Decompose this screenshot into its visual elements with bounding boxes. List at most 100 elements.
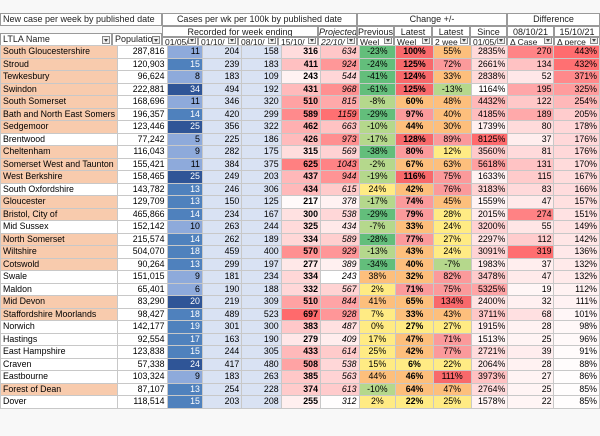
diff-cases-cell[interactable]: 83 <box>507 182 555 196</box>
ltla-name-cell[interactable]: Norwich <box>0 320 118 334</box>
w2-cell[interactable]: 225 <box>201 132 243 146</box>
w4-cell[interactable]: 697 <box>280 307 321 321</box>
projected-cell[interactable]: 378 <box>319 195 360 209</box>
since-cell[interactable]: 5618% <box>470 157 509 171</box>
since-cell[interactable]: 1164% <box>470 82 509 96</box>
latest-change-cell[interactable]: 60% <box>395 95 434 109</box>
diff-percent-cell[interactable]: 176% <box>553 132 600 146</box>
diff-percent-cell[interactable]: 176% <box>553 145 600 159</box>
w1-cell[interactable]: 5 <box>166 132 203 146</box>
projected-cell[interactable]: 487 <box>319 320 360 334</box>
diff-cases-cell[interactable]: 319 <box>507 245 555 259</box>
w2-cell[interactable]: 234 <box>201 207 243 221</box>
population-cell[interactable]: 116,043 <box>116 145 168 159</box>
w2-cell[interactable]: 249 <box>201 170 243 184</box>
ltla-name-cell[interactable]: West Berkshire <box>0 170 118 184</box>
diff-percent-cell[interactable]: 86% <box>553 370 600 384</box>
latest2-change-cell[interactable]: 22% <box>432 357 472 371</box>
w4-cell[interactable]: 334 <box>280 270 321 284</box>
w1-cell[interactable]: 13 <box>166 182 203 196</box>
w4-cell[interactable]: 277 <box>280 257 321 271</box>
latest2-change-cell[interactable]: 30% <box>432 120 472 134</box>
latest2-change-cell[interactable]: 76% <box>432 182 472 196</box>
latest-change-cell[interactable]: 44% <box>395 120 434 134</box>
diff-percent-cell[interactable]: 371% <box>553 70 600 84</box>
latest2-change-cell[interactable]: 63% <box>432 157 472 171</box>
w1-cell[interactable]: 24 <box>166 357 203 371</box>
w1-cell[interactable]: 14 <box>166 232 203 246</box>
latest-change-cell[interactable]: 43% <box>395 245 434 259</box>
diff-percent-cell[interactable]: 151% <box>553 207 600 221</box>
filter-dropdown-icon[interactable] <box>152 36 160 44</box>
w4-cell[interactable]: 334 <box>280 232 321 246</box>
w2-cell[interactable]: 346 <box>201 95 243 109</box>
w2-cell[interactable]: 239 <box>201 57 243 71</box>
projected-cell[interactable]: 929 <box>319 245 360 259</box>
diff-cases-cell[interactable]: 28 <box>507 357 555 371</box>
previous-change-cell[interactable]: -10% <box>358 120 397 134</box>
diff-cases-cell[interactable]: 47 <box>507 270 555 284</box>
projected-cell[interactable]: 944 <box>319 170 360 184</box>
w3-cell[interactable]: 322 <box>241 120 282 134</box>
projected-cell[interactable]: 973 <box>319 132 360 146</box>
previous-change-cell[interactable]: 15% <box>358 357 397 371</box>
latest2-change-cell[interactable]: 75% <box>432 282 472 296</box>
previous-change-cell[interactable]: 41% <box>358 295 397 309</box>
w3-cell[interactable]: 175 <box>241 145 282 159</box>
diff-cases-cell[interactable]: 122 <box>507 95 555 109</box>
w3-cell[interactable]: 305 <box>241 345 282 359</box>
ltla-name-cell[interactable]: Bath and North East Somers <box>0 107 118 121</box>
ltla-name-cell[interactable]: South Somerset <box>0 95 118 109</box>
diff-cases-cell[interactable]: 115 <box>507 170 555 184</box>
previous-change-cell[interactable]: -38% <box>358 145 397 159</box>
diff-percent-cell[interactable]: 432% <box>553 57 600 71</box>
latest-change-cell[interactable]: 67% <box>395 157 434 171</box>
latest2-change-cell[interactable]: 27% <box>432 232 472 246</box>
latest2-change-cell[interactable]: 75% <box>432 170 472 184</box>
latest-change-cell[interactable]: 128% <box>395 132 434 146</box>
latest2-change-cell[interactable]: 134% <box>432 295 472 309</box>
projected-cell[interactable]: 312 <box>319 395 360 409</box>
projected-cell[interactable]: 589 <box>319 232 360 246</box>
diff-percent-cell[interactable]: 136% <box>553 245 600 259</box>
w3-cell[interactable]: 208 <box>241 395 282 409</box>
diff-cases-cell[interactable]: 52 <box>507 70 555 84</box>
population-cell[interactable]: 158,465 <box>116 170 168 184</box>
w1-cell[interactable]: 18 <box>166 245 203 259</box>
since-cell[interactable]: 2661% <box>470 57 509 71</box>
filter-dropdown-icon[interactable] <box>422 38 430 44</box>
latest-change-cell[interactable]: 125% <box>395 82 434 96</box>
since-cell[interactable]: 2015% <box>470 207 509 221</box>
since-cell[interactable]: 2838% <box>470 70 509 84</box>
w1-cell[interactable]: 20 <box>166 295 203 309</box>
since-cell[interactable]: 1915% <box>470 320 509 334</box>
w3-cell[interactable]: 158 <box>241 45 282 59</box>
latest-change-cell[interactable]: 33% <box>395 307 434 321</box>
w4-cell[interactable]: 325 <box>280 220 321 234</box>
latest2-change-cell[interactable]: 45% <box>432 195 472 209</box>
w3-cell[interactable]: 480 <box>241 357 282 371</box>
diff-cases-cell[interactable]: 68 <box>507 307 555 321</box>
w2-cell[interactable]: 262 <box>201 232 243 246</box>
population-cell[interactable]: 118,514 <box>116 395 168 409</box>
latest-change-cell[interactable]: 46% <box>395 370 434 384</box>
since-cell[interactable]: 2764% <box>470 382 509 396</box>
population-cell[interactable]: 123,838 <box>116 345 168 359</box>
diff-cases-cell[interactable]: 27 <box>507 370 555 384</box>
w3-cell[interactable]: 306 <box>241 182 282 196</box>
population-cell[interactable]: 57,338 <box>116 357 168 371</box>
diff-percent-cell[interactable]: 254% <box>553 95 600 109</box>
w2-cell[interactable]: 203 <box>201 395 243 409</box>
latest-change-cell[interactable]: 79% <box>395 207 434 221</box>
latest2-change-cell[interactable]: -13% <box>432 82 472 96</box>
previous-change-cell[interactable]: -29% <box>358 107 397 121</box>
ltla-name-cell[interactable]: Mid Devon <box>0 295 118 309</box>
ltla-name-cell[interactable]: Gloucester <box>0 195 118 209</box>
w1-cell[interactable]: 34 <box>166 82 203 96</box>
w3-cell[interactable]: 188 <box>241 282 282 296</box>
projected-cell[interactable]: 924 <box>319 57 360 71</box>
w1-cell[interactable]: 10 <box>166 220 203 234</box>
ltla-name-cell[interactable]: Somerset West and Taunton <box>0 157 118 171</box>
diff-percent-cell[interactable]: 157% <box>553 195 600 209</box>
w4-cell[interactable]: 385 <box>280 370 321 384</box>
